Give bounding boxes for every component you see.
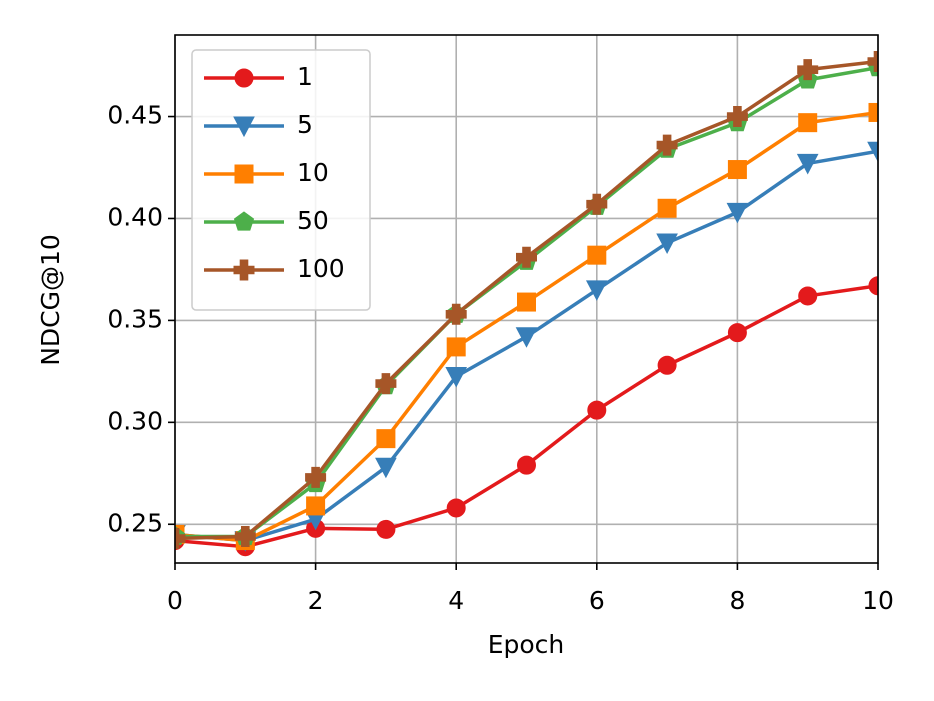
marker [587,400,607,420]
x-tick-label: 6 [589,586,605,615]
legend-label: 10 [297,158,329,187]
x-tick-label: 0 [167,586,183,615]
marker [798,286,818,306]
marker [868,102,878,122]
marker [727,323,747,343]
marker [375,457,397,479]
legend-label: 50 [297,206,329,235]
marker [516,246,537,268]
marker [445,303,467,325]
legend-label: 5 [297,110,313,139]
x-tick-label: 2 [308,586,324,615]
legend-marker [234,68,254,88]
y-tick-label: 0.45 [107,101,163,130]
marker [797,59,819,81]
marker [234,526,256,547]
plot-area [175,51,878,557]
marker [657,198,677,218]
marker [585,280,608,301]
marker [306,496,326,516]
marker [726,202,749,224]
legend-box [191,49,371,311]
legend-marker [234,164,254,184]
marker [515,327,538,348]
marker [305,466,327,488]
marker [376,429,396,449]
marker [798,113,818,133]
x-tick-label: 8 [729,586,745,615]
marker [796,153,819,175]
marker [587,245,607,265]
marker [867,141,878,163]
x-tick-label: 4 [448,586,464,615]
marker [868,276,878,296]
y-tick-label: 0.35 [107,304,163,333]
marker [727,160,747,180]
legend-marker [233,211,255,231]
legend-label: 1 [297,62,313,91]
marker [656,134,678,156]
marker [517,292,536,312]
marker [175,528,186,550]
marker [867,51,878,72]
y-tick-label: 0.30 [107,406,163,435]
marker [517,455,536,475]
marker [656,233,678,255]
x-axis-label: Epoch [488,630,565,659]
marker [375,373,397,395]
legend-label: 100 [297,254,345,283]
marker [445,366,468,388]
legend: 1 5 10 50 100 [191,49,371,311]
axes-frame [174,34,879,564]
marker [376,519,396,539]
y-tick-label: 0.25 [107,508,163,537]
y-tick-label: 0.40 [107,202,163,231]
marker [446,337,466,357]
ticks: 0.25 0.30 0.35 0.40 0.45 0 2 4 6 8 10 [107,101,894,615]
legend-marker [233,259,255,281]
marker [586,193,608,215]
marker [726,106,748,128]
y-axis-label: NDCG@10 [36,234,65,366]
marker [446,498,466,518]
x-tick-label: 10 [862,586,894,615]
marker [657,355,677,375]
legend-marker [233,116,255,138]
